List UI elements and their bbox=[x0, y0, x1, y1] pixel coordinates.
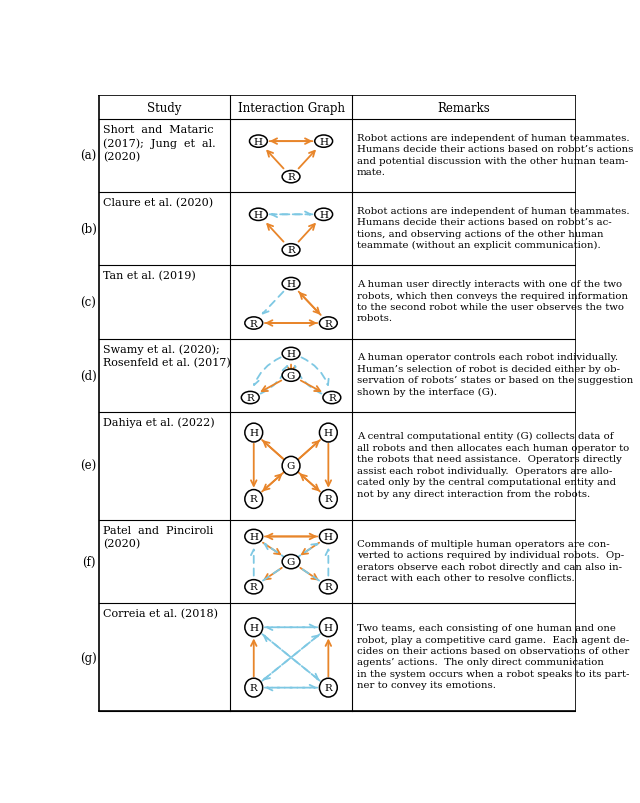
Text: A human user directly interacts with one of the two
robots, which then conveys t: A human user directly interacts with one… bbox=[356, 279, 628, 323]
Ellipse shape bbox=[245, 490, 262, 509]
Ellipse shape bbox=[319, 618, 337, 637]
Text: Interaction Graph: Interaction Graph bbox=[237, 102, 344, 115]
Ellipse shape bbox=[245, 424, 262, 442]
Text: H: H bbox=[287, 349, 296, 358]
Text: H: H bbox=[249, 429, 259, 438]
Ellipse shape bbox=[245, 679, 262, 697]
Text: Study: Study bbox=[147, 102, 182, 115]
Ellipse shape bbox=[282, 348, 300, 361]
Ellipse shape bbox=[282, 555, 300, 569]
Text: R: R bbox=[250, 683, 258, 692]
Text: H: H bbox=[254, 137, 263, 146]
Ellipse shape bbox=[245, 530, 262, 544]
Ellipse shape bbox=[319, 317, 337, 330]
Text: H: H bbox=[324, 429, 333, 438]
Ellipse shape bbox=[245, 317, 262, 330]
Ellipse shape bbox=[282, 171, 300, 184]
Ellipse shape bbox=[241, 392, 259, 404]
Text: (c): (c) bbox=[81, 296, 97, 309]
Text: R: R bbox=[287, 246, 295, 255]
Ellipse shape bbox=[319, 530, 337, 544]
Text: R: R bbox=[328, 393, 336, 402]
Text: Claure et al. (2020): Claure et al. (2020) bbox=[103, 198, 213, 208]
Text: R: R bbox=[324, 582, 332, 592]
Text: R: R bbox=[324, 683, 332, 692]
Text: (d): (d) bbox=[80, 369, 97, 382]
Ellipse shape bbox=[282, 369, 300, 382]
Text: R: R bbox=[246, 393, 254, 402]
Ellipse shape bbox=[245, 618, 262, 637]
Text: R: R bbox=[287, 173, 295, 182]
Ellipse shape bbox=[315, 136, 333, 148]
Text: Remarks: Remarks bbox=[438, 102, 490, 115]
Text: R: R bbox=[250, 495, 258, 503]
Ellipse shape bbox=[250, 209, 268, 221]
Ellipse shape bbox=[282, 457, 300, 475]
Ellipse shape bbox=[319, 679, 337, 697]
Text: Patel  and  Pinciroli
(2020): Patel and Pinciroli (2020) bbox=[103, 525, 213, 548]
Text: A central computational entity (G) collects data of
all robots and then allocate: A central computational entity (G) colle… bbox=[356, 432, 629, 498]
Text: R: R bbox=[250, 582, 258, 592]
Text: Dahiya et al. (2022): Dahiya et al. (2022) bbox=[103, 418, 214, 428]
Text: R: R bbox=[250, 319, 258, 328]
Ellipse shape bbox=[319, 424, 337, 442]
Text: (a): (a) bbox=[81, 150, 97, 163]
Text: (f): (f) bbox=[82, 556, 95, 569]
Ellipse shape bbox=[282, 278, 300, 291]
Text: H: H bbox=[254, 210, 263, 219]
Ellipse shape bbox=[323, 392, 340, 404]
Text: (b): (b) bbox=[80, 223, 97, 236]
Ellipse shape bbox=[250, 136, 268, 148]
Text: Correia et al. (2018): Correia et al. (2018) bbox=[103, 609, 218, 619]
Text: Tan et al. (2019): Tan et al. (2019) bbox=[103, 271, 196, 281]
Text: H: H bbox=[319, 210, 328, 219]
Text: Robot actions are independent of human teammates.
Humans decide their actions ba: Robot actions are independent of human t… bbox=[356, 206, 629, 250]
Text: Commands of multiple human operators are con-
verted to actions required by indi: Commands of multiple human operators are… bbox=[356, 539, 624, 582]
Text: G: G bbox=[287, 371, 295, 380]
Text: A human operator controls each robot individually.
Human’s selection of robot is: A human operator controls each robot ind… bbox=[356, 353, 633, 396]
Text: G: G bbox=[287, 462, 295, 471]
Ellipse shape bbox=[245, 580, 262, 594]
Text: Robot actions are independent of human teammates.
Humans decide their actions ba: Robot actions are independent of human t… bbox=[356, 133, 633, 177]
Ellipse shape bbox=[319, 580, 337, 594]
Text: (g): (g) bbox=[80, 651, 97, 664]
Text: Swamy et al. (2020);
Rosenfeld et al. (2017): Swamy et al. (2020); Rosenfeld et al. (2… bbox=[103, 344, 230, 369]
Text: R: R bbox=[324, 319, 332, 328]
Text: H: H bbox=[324, 623, 333, 632]
Text: R: R bbox=[324, 495, 332, 503]
Text: G: G bbox=[287, 557, 295, 566]
Text: (e): (e) bbox=[81, 459, 97, 473]
Ellipse shape bbox=[282, 244, 300, 257]
Text: H: H bbox=[319, 137, 328, 146]
Text: Short  and  Mataric
(2017);  Jung  et  al.
(2020): Short and Mataric (2017); Jung et al. (2… bbox=[103, 124, 216, 162]
Text: H: H bbox=[249, 623, 259, 632]
Text: H: H bbox=[287, 279, 296, 289]
Text: Two teams, each consisting of one human and one
robot, play a competitive card g: Two teams, each consisting of one human … bbox=[356, 623, 629, 690]
Ellipse shape bbox=[315, 209, 333, 221]
Ellipse shape bbox=[319, 490, 337, 509]
Text: H: H bbox=[324, 532, 333, 541]
Text: H: H bbox=[249, 532, 259, 541]
